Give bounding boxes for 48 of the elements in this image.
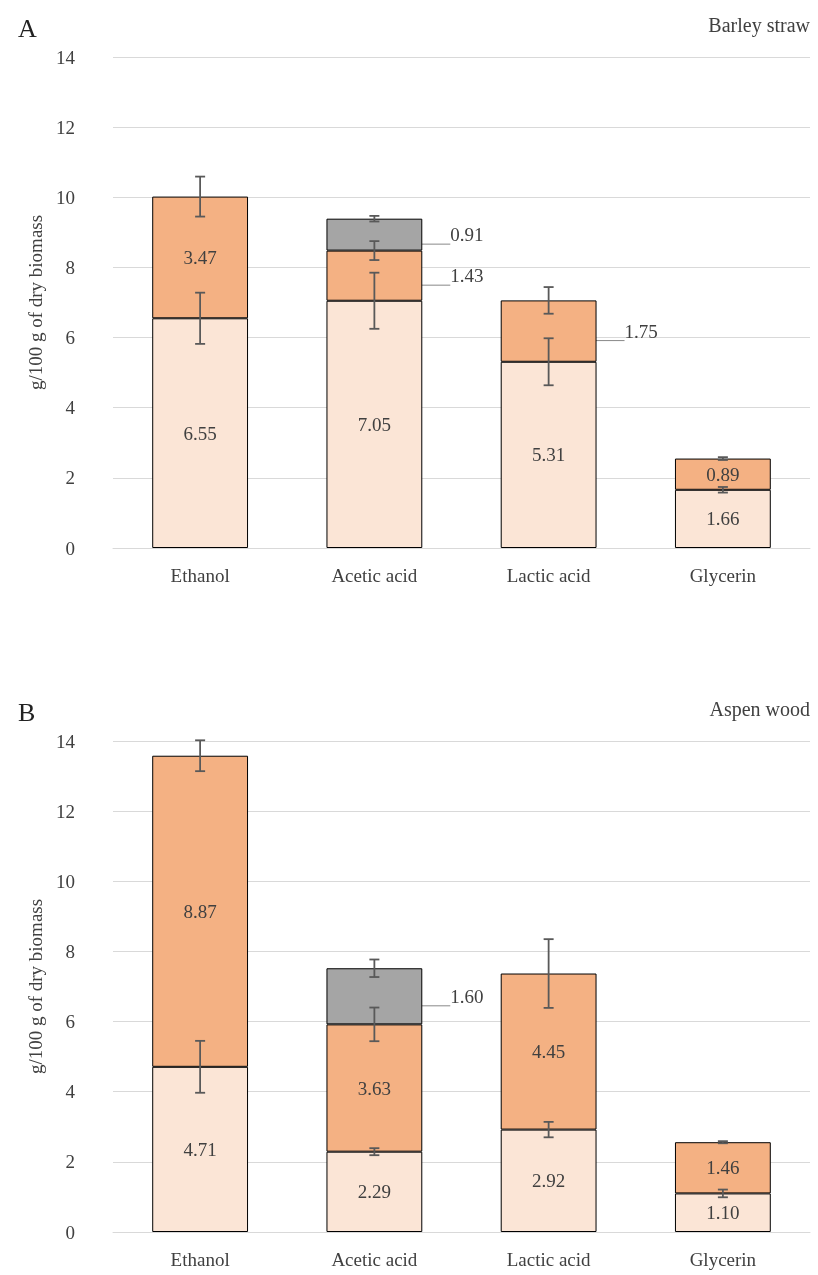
data-label: 3.47 <box>183 246 217 268</box>
x-tick-label: Acetic acid <box>331 565 418 586</box>
y-tick-label: 4 <box>65 1081 76 1103</box>
x-tick-label: Lactic acid <box>506 565 592 586</box>
chart-title: B <box>18 697 36 727</box>
data-label: 1.66 <box>706 508 740 530</box>
x-tick-label: Glycerin <box>689 565 757 586</box>
y-tick-label: 10 <box>56 870 75 892</box>
y-tick-label: 0 <box>65 1221 75 1243</box>
y-tick-label: 14 <box>56 46 76 68</box>
data-label: 4.45 <box>532 1041 566 1063</box>
data-label: 2.92 <box>532 1170 566 1192</box>
x-tick-label: Acetic acid <box>331 1249 418 1270</box>
text: Aspen wood <box>709 698 810 721</box>
data-label: 0.91 <box>450 224 484 246</box>
y-tick-label: 8 <box>65 256 75 278</box>
y-tick-label: 4 <box>65 397 76 419</box>
y-tick-label: 14 <box>56 730 76 752</box>
y-tick-label: 8 <box>65 940 75 962</box>
data-label: 5.31 <box>532 444 566 466</box>
x-tick-label: Lactic acid <box>506 1249 592 1270</box>
y-tick-label: 0 <box>65 537 75 559</box>
chart-title: A <box>18 13 37 43</box>
x-tick-label: Ethanol <box>170 565 230 586</box>
data-label: 1.60 <box>450 985 484 1007</box>
y-tick-label: 2 <box>65 1151 75 1173</box>
y-tick-label: 10 <box>56 186 75 208</box>
data-label: 7.05 <box>357 413 391 435</box>
y-tick-label: 6 <box>65 327 75 349</box>
data-label: 1.10 <box>706 1202 740 1224</box>
data-label: 2.29 <box>357 1181 391 1203</box>
data-label: 8.87 <box>183 900 217 922</box>
data-label: 3.63 <box>357 1077 391 1099</box>
x-tick-label: Ethanol <box>170 1249 230 1270</box>
y-tick-label: 12 <box>56 800 75 822</box>
data-label: 4.71 <box>183 1138 217 1160</box>
y-tick-label: 2 <box>65 467 75 489</box>
text: Barley straw <box>708 14 811 37</box>
x-tick-label: Glycerin <box>689 1249 757 1270</box>
y-tick-label: 12 <box>56 116 75 138</box>
y-axis-title: g/100 g of dry biomass <box>25 214 47 391</box>
data-label: 0.89 <box>706 463 740 485</box>
data-label: 6.55 <box>183 422 217 444</box>
data-label: 1.46 <box>706 1157 740 1179</box>
y-axis-title: g/100 g of dry biomass <box>25 898 47 1075</box>
data-label: 1.43 <box>450 265 484 287</box>
y-tick-label: 6 <box>65 1011 75 1033</box>
data-label: 1.75 <box>624 320 658 342</box>
